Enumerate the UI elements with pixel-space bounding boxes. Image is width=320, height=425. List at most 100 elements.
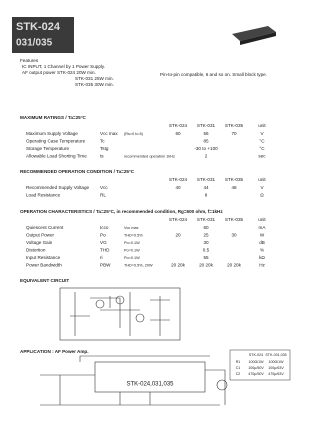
row-conditions: Po=0.1W (124, 241, 140, 245)
row-unit: °C (259, 146, 265, 151)
app-cell: 470μ/63V (268, 372, 284, 376)
row-unit: dB (259, 240, 265, 245)
row-name: Input Resistance (26, 255, 61, 260)
row-unit: W (260, 233, 265, 238)
row-conditions: THD=0.5% (124, 234, 143, 238)
column-header: STK-035 (225, 123, 244, 128)
row-unit: % (260, 248, 264, 253)
column-header: STK-031 (197, 123, 216, 128)
header-subtitle: 031/035 (16, 38, 53, 49)
row-symbol: THD (100, 248, 110, 253)
column-header: STK-024 (169, 123, 188, 128)
row-symbol: VG (100, 240, 107, 245)
row-symbol: Vcc max (100, 131, 118, 136)
application-circuit (40, 355, 228, 406)
section-title: RECOMMENDED OPERATION CONDITION / Ta=25°… (20, 169, 135, 174)
row-name: Distortion (26, 248, 46, 253)
row-value: 8 (205, 193, 208, 198)
row-name: Power Bandwidth (26, 263, 62, 268)
column-header: STK-035 (225, 217, 244, 222)
row-symbol: Tc (100, 139, 105, 144)
section-title: MAXIMUM RATINGS / Ta=25°C (20, 115, 87, 120)
column-header: STK-031 (197, 177, 216, 182)
column-header: STK-024 (169, 177, 188, 182)
app-column: STK-024 (249, 353, 263, 357)
feature-item: STK-031 25W min. (75, 76, 114, 81)
app-cell: R1 (236, 360, 241, 364)
row-symbol: ri (100, 255, 103, 260)
row-unit: °C (259, 139, 265, 144)
row-symbol: PBW (100, 263, 111, 268)
datasheet: STK-024 031/035 Features IC INPUT, 1 Cha… (0, 0, 300, 425)
features-note: Pin-to-pin compatible, 6 and so on. Smal… (160, 72, 267, 77)
app-cell: 470μ/50V (248, 372, 264, 376)
row-symbol: Po (100, 233, 106, 238)
row-name: Load Resistance (26, 193, 61, 198)
row-unit: mA (259, 225, 267, 230)
row-value: 55 (203, 255, 209, 260)
row-symbol: Vcc (100, 185, 108, 190)
row-unit: Hz (259, 263, 265, 268)
chip-icon (232, 26, 276, 45)
header-title: STK-024 (16, 21, 61, 33)
section-title: OPERATION CHARACTERISTICS / Ta=25°C, in … (20, 209, 223, 214)
row-name: Quiescent Current (26, 225, 64, 230)
equivalent-circuit (59, 287, 181, 341)
app-cell: 100Ω/1W (248, 360, 264, 364)
feature-item: AF output power STK-024 20W min. (22, 70, 96, 75)
row-value: 20 (175, 233, 181, 238)
row-unit: sec (258, 154, 266, 159)
row-value: 60 (175, 131, 181, 136)
app-table-frame (229, 349, 291, 381)
row-name: Voltage Gain (26, 240, 53, 245)
row-unit: V (260, 185, 264, 190)
row-conditions: Po=0.1W (124, 249, 140, 253)
row-value: 20 20k (199, 263, 213, 268)
row-value: 56 (203, 131, 209, 136)
app-cell: 100μ/50V (248, 366, 264, 370)
row-value: 0.5 (203, 248, 210, 253)
row-value: 2 (205, 154, 208, 159)
header-box (12, 17, 74, 53)
feature-item: IC INPUT, 1 Channel by 1 Power Supply. (22, 64, 105, 69)
page (0, 0, 300, 425)
column-header: unit (258, 217, 266, 222)
section-title: EQUIVALENT CIRCUIT (20, 278, 69, 283)
app-cell: C2 (236, 372, 241, 376)
column-header: unit (258, 123, 266, 128)
row-symbol: RL (100, 193, 106, 198)
row-value: 48 (231, 185, 237, 190)
column-header: STK-031 (197, 217, 216, 222)
app-cell: 100μ/63V (268, 366, 284, 370)
row-value: 30 (231, 233, 237, 238)
row-name: Maximum Supply Voltage (26, 131, 78, 136)
row-unit: kΩ (259, 255, 265, 260)
row-value: 70 (231, 131, 237, 136)
row-conditions: recommended operation 1kHz (124, 155, 175, 159)
row-value: 60 (203, 225, 209, 230)
row-value: 20 20k (227, 263, 241, 268)
row-name: Operating Case Temperature (26, 139, 86, 144)
row-value: 40 (175, 185, 181, 190)
row-value: 85 (203, 139, 209, 144)
app-column: STK-031,035 (265, 353, 286, 357)
row-value: 44 (203, 185, 209, 190)
row-conditions: (Rs=0 to 8) (124, 132, 144, 136)
row-value: 25 (203, 233, 209, 238)
column-header: unit (258, 177, 266, 182)
row-conditions: THD=0.5%, 20W (124, 264, 153, 268)
row-name: Allowable Load Shorting Time (26, 154, 87, 159)
section-title: APPLICATION : AF Power Amp. (20, 349, 88, 354)
app-cell: C1 (236, 366, 241, 370)
module-label: STK-024,031,035 (126, 382, 174, 388)
row-symbol: Icco (100, 225, 109, 230)
row-symbol: Tstg (100, 146, 109, 151)
row-name: Output Power (26, 233, 55, 238)
row-value: 20 20k (171, 263, 185, 268)
row-value: 30 (203, 240, 209, 245)
row-value: -30 to +100 (194, 146, 218, 151)
row-conditions: Po=0.1W (124, 256, 140, 260)
row-symbol: ts (100, 154, 104, 159)
features-heading: Features (20, 58, 39, 63)
row-name: Storage Temperature (26, 146, 70, 151)
